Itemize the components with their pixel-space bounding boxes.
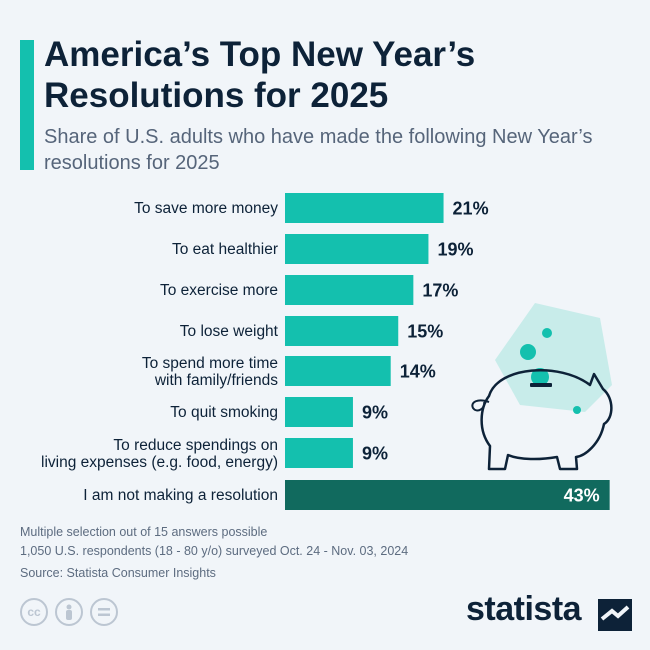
value-label: 21%	[453, 199, 489, 219]
statista-logo[interactable]: statista	[466, 590, 582, 628]
bar	[285, 193, 444, 223]
bar	[285, 480, 610, 510]
value-label: 43%	[564, 486, 600, 506]
category-label: with family/friends	[154, 372, 278, 389]
category-label: To spend more time	[142, 355, 278, 372]
value-label: 14%	[400, 362, 436, 382]
chart-footnotes: Multiple selection out of 15 answers pos…	[20, 523, 580, 583]
value-label: 9%	[362, 444, 388, 464]
bar-chart: To save more money 21% To eat healthier 19%…	[41, 193, 613, 510]
equals-icon[interactable]	[90, 598, 118, 626]
value-label: 19%	[437, 240, 473, 260]
bar-row: To save more money 21%	[134, 193, 489, 223]
category-label: I am not making a resolution	[83, 487, 278, 504]
bar	[285, 316, 399, 346]
category-label: To eat healthier	[172, 241, 278, 258]
person-icon[interactable]	[55, 598, 83, 626]
title-accent-bar	[20, 40, 34, 170]
footnote-respondents: 1,050 U.S. respondents (18 - 80 y/o) sur…	[20, 544, 409, 558]
bar	[285, 356, 391, 386]
bar-row: I am not making a resolution 43%	[83, 480, 610, 510]
category-label: To save more money	[134, 200, 278, 217]
footnote-selection: Multiple selection out of 15 answers pos…	[20, 525, 268, 539]
footnote-source: Source: Statista Consumer Insights	[20, 566, 216, 580]
category-label: To quit smoking	[170, 404, 278, 421]
bar-row: To lose weight 15%	[180, 316, 443, 346]
bar	[285, 275, 414, 305]
bar	[285, 397, 353, 427]
license-icons: cc	[20, 598, 118, 626]
page-title: America’s Top New Year’s Resolutions for…	[44, 35, 476, 115]
cc-icon[interactable]: cc	[20, 598, 48, 626]
bar-row: To exercise more 17%	[160, 275, 458, 305]
category-label: To reduce spendings on	[113, 437, 278, 454]
category-label: To lose weight	[180, 323, 279, 340]
bar-row: To eat healthier 19%	[172, 234, 473, 264]
bar	[285, 234, 429, 264]
value-label: 9%	[362, 403, 388, 423]
value-label: 15%	[407, 322, 443, 342]
bar-row: To quit smoking 9%	[170, 397, 388, 427]
piggy-bank-icon	[471, 303, 613, 471]
value-label: 17%	[422, 281, 458, 301]
statista-logo-icon	[598, 599, 632, 631]
category-label: To exercise more	[160, 282, 278, 299]
page-subtitle: Share of U.S. adults who have made the f…	[44, 126, 593, 174]
bar	[285, 438, 353, 468]
category-label: living expenses (e.g. food, energy)	[41, 454, 278, 471]
